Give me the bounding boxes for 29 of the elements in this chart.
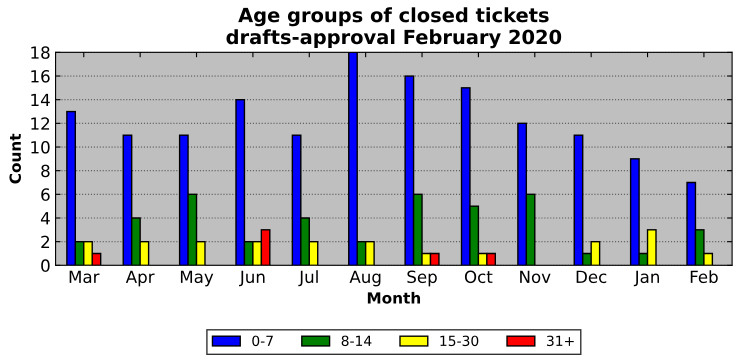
y-tick-label: 14	[31, 94, 50, 106]
x-tick-label: Oct	[464, 270, 492, 284]
y-tick-label: 4	[40, 212, 50, 224]
y-tick-label: 12	[31, 117, 50, 130]
x-tick-label: Jan	[634, 270, 659, 286]
x-tick-label: Dec	[576, 270, 606, 284]
chart-title: Age groups of closed tickets drafts-approval February 2020	[226, 7, 562, 48]
y-tick-label: 0	[41, 259, 50, 272]
x-tick-label: May	[180, 270, 214, 286]
x-tick-label: Nov	[520, 270, 551, 284]
x-tick-label: Aug	[350, 270, 380, 286]
legend-label: 31+	[546, 336, 574, 346]
x-tick-label: Jul	[298, 270, 318, 286]
y-tick-label: 6	[41, 188, 50, 201]
y-tick-label: 18	[31, 46, 50, 59]
x-tick-label: Jun	[239, 270, 265, 286]
y-tick-label: 10	[31, 140, 50, 154]
x-tick-label: Feb	[690, 270, 718, 284]
y-tick-label: 16	[31, 70, 50, 83]
y-tick-label: 2	[41, 236, 50, 248]
x-tick-label: Mar	[70, 270, 100, 284]
x-tick-label: Apr	[126, 270, 155, 286]
x-tick-label: Sep	[407, 270, 437, 286]
legend-label: 8-14	[342, 336, 372, 346]
y-axis-title: Count	[9, 134, 21, 184]
legend-label: 15-30	[440, 336, 478, 346]
legend-label: 0-7	[252, 336, 273, 346]
y-tick-label: 8	[41, 164, 50, 178]
x-axis-title: Month	[368, 292, 420, 304]
